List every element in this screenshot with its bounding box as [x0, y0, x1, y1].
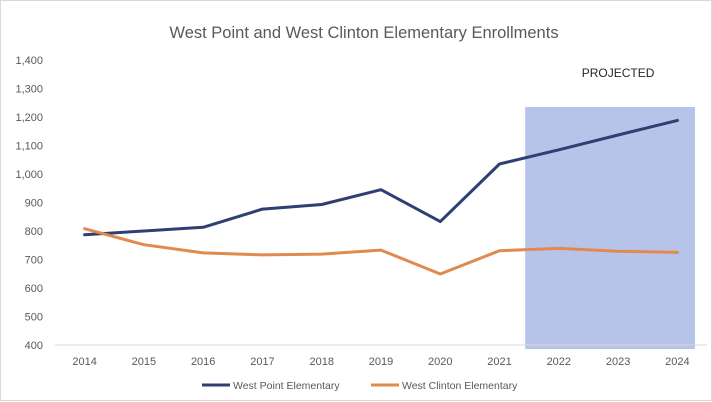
- x-tick-label: 2021: [487, 356, 511, 368]
- x-tick-label: 2018: [309, 356, 333, 368]
- x-tick-label: 2022: [547, 356, 571, 368]
- y-tick-label: 700: [25, 255, 43, 267]
- x-tick-label: 2020: [428, 356, 452, 368]
- y-tick-label: 800: [25, 226, 43, 238]
- chart-title: West Point and West Clinton Elementary E…: [169, 24, 558, 42]
- y-tick-label: 400: [25, 340, 43, 352]
- projected-region: [525, 107, 695, 349]
- x-tick-label: 2024: [665, 356, 689, 368]
- y-tick-label: 1,200: [15, 112, 43, 124]
- y-tick-label: 1,400: [15, 55, 43, 67]
- projected-label: PROJECTED: [582, 66, 655, 80]
- x-tick-label: 2014: [72, 356, 96, 368]
- x-axis-ticks: 2014 2015 2016 2017 2018 2019 2020 2021 2022 2023…: [72, 356, 689, 368]
- series-line-0: [83, 118, 679, 237]
- x-tick-label: 2016: [191, 356, 215, 368]
- y-tick-label: 900: [25, 198, 43, 210]
- y-tick-label: 1,100: [15, 141, 43, 153]
- x-tick-label: 2023: [606, 356, 630, 368]
- x-tick-label: 2017: [250, 356, 274, 368]
- legend-label-0: West Point Elementary: [233, 380, 340, 392]
- x-tick-label: 2015: [132, 356, 156, 368]
- y-tick-label: 1,300: [15, 84, 43, 96]
- legend: West Point Elementary West Clinton Elemen…: [202, 380, 518, 392]
- y-tick-label: 500: [25, 312, 43, 324]
- y-tick-label: 600: [25, 283, 43, 295]
- series-line-1: [83, 227, 679, 276]
- y-axis-ticks: 400 500 600 700 800 900 1,000 1,100 1,200 1,300 1,…: [15, 55, 43, 352]
- x-tick-label: 2019: [369, 356, 393, 368]
- series-layer: [83, 118, 679, 276]
- legend-label-1: West Clinton Elementary: [402, 380, 518, 392]
- y-tick-label: 1,000: [15, 169, 43, 181]
